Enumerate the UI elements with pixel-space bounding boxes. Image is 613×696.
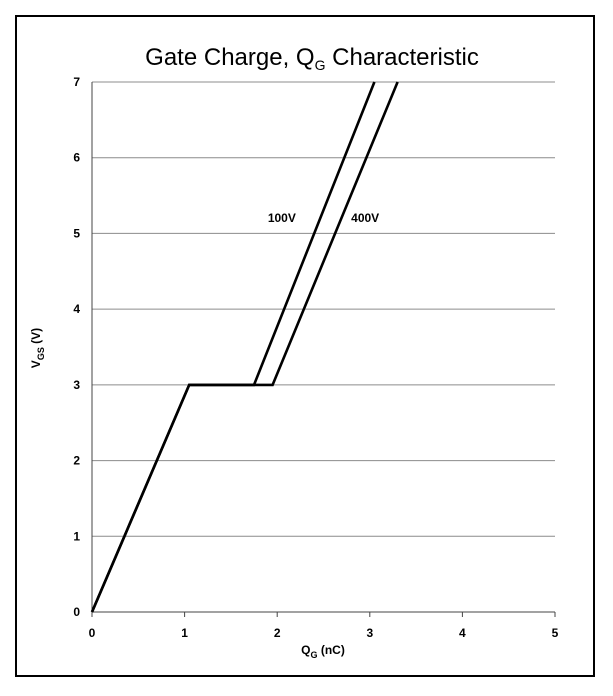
- x-tick-label: 1: [181, 626, 188, 640]
- y-tick-label: 1: [73, 529, 80, 543]
- y-tick-label: 2: [73, 454, 80, 468]
- x-tick-label: 4: [459, 626, 466, 640]
- axes: [91, 82, 556, 617]
- y-tick-label: 6: [73, 151, 80, 165]
- series-line-100v: [90, 81, 376, 613]
- y-tick-label: 4: [73, 302, 80, 316]
- chart-title: Gate Charge, QG Characteristic: [145, 44, 479, 73]
- y-tick-label: 5: [73, 226, 80, 240]
- series-label-100v: 100V: [268, 211, 296, 225]
- y-tick-label: 0: [73, 605, 80, 619]
- x-tick-labels: 0 1 2 3 4 5: [89, 626, 559, 640]
- series-labels: 100V 400V: [268, 211, 379, 225]
- x-tick-label: 2: [274, 626, 281, 640]
- gridlines: [92, 81, 555, 537]
- y-tick-labels: 0 1 2 3 4 5 6 7: [73, 75, 80, 619]
- x-tick-label: 5: [552, 626, 559, 640]
- series-lines: [90, 81, 399, 613]
- y-axis-label: VGS (V): [29, 328, 46, 368]
- y-tick-label: 7: [73, 75, 80, 89]
- y-tick-label: 3: [73, 378, 80, 392]
- x-axis-label: QG (nC): [301, 643, 345, 660]
- x-tick-label: 0: [89, 626, 96, 640]
- x-tick-label: 3: [366, 626, 373, 640]
- series-line-400v: [90, 81, 399, 613]
- series-label-400v: 400V: [351, 211, 379, 225]
